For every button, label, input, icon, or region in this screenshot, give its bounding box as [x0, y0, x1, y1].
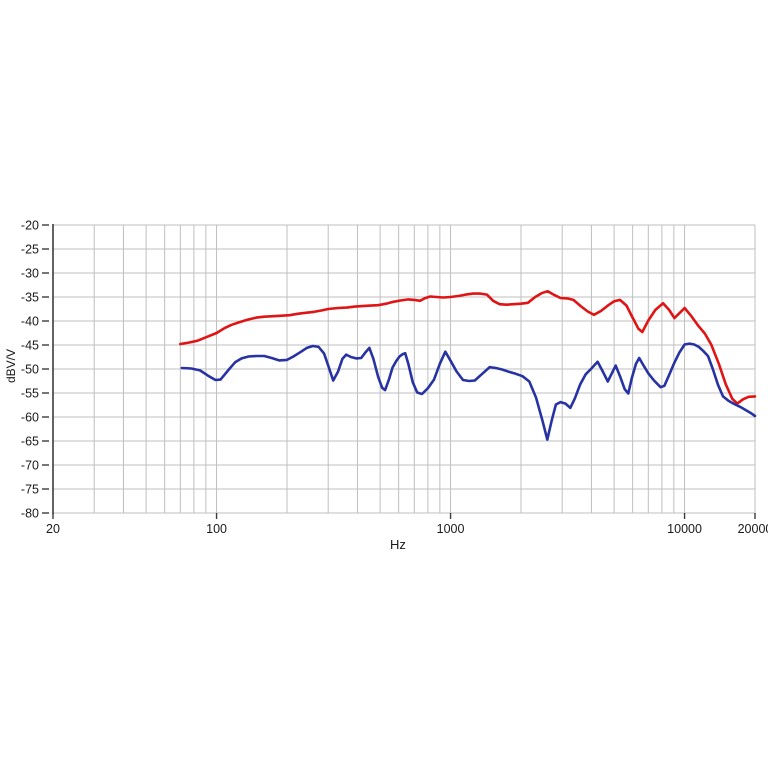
y-tick-label: -30 — [21, 267, 39, 281]
x-tick-label: 20 — [46, 522, 60, 536]
y-tick-label: -20 — [21, 219, 39, 233]
y-tick-label: -65 — [21, 435, 39, 449]
y-axis-unit-label: dBV/V — [4, 348, 18, 384]
red-trace — [179, 289, 757, 405]
y-tick-label: -45 — [21, 339, 39, 353]
y-tick-label: -80 — [21, 507, 39, 521]
y-tick-label: -60 — [21, 411, 39, 425]
x-tick-label: 1000 — [437, 522, 465, 536]
y-tick-label: -55 — [21, 387, 39, 401]
y-tick-label: -50 — [21, 363, 39, 377]
x-tick-label: 100 — [206, 522, 227, 536]
y-tick-label: -40 — [21, 315, 39, 329]
y-tick-label: -35 — [21, 291, 39, 305]
y-tick-label: -70 — [21, 459, 39, 473]
x-axis-unit-label: Hz — [390, 537, 406, 552]
y-tick-label: -75 — [21, 483, 39, 497]
x-tick-label: 10000 — [667, 522, 702, 536]
blue-trace — [180, 342, 757, 441]
x-tick-label: 20000 — [738, 522, 768, 536]
y-tick-label: -25 — [21, 243, 39, 257]
